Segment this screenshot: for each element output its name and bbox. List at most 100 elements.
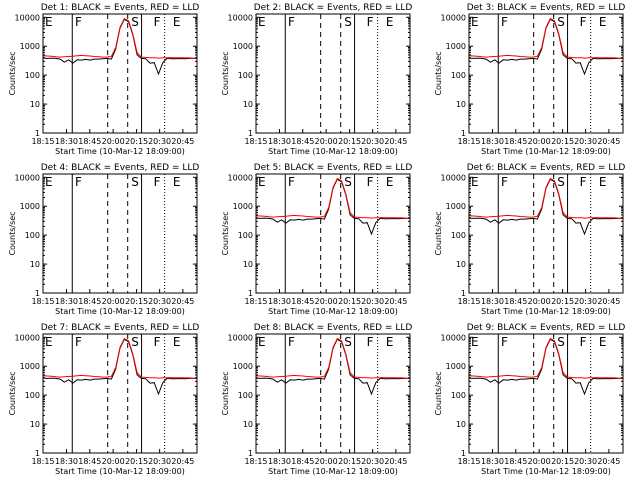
y-tick-label: 10 bbox=[243, 420, 253, 429]
x-tick-label: 20:45 bbox=[384, 457, 407, 466]
x-tick-label: 20:45 bbox=[597, 137, 620, 146]
x-tick-label: 20:45 bbox=[171, 297, 194, 306]
phase-marker: S bbox=[131, 175, 139, 189]
y-tick-label: 10000 bbox=[441, 173, 466, 182]
x-tick-label: 18:15 bbox=[457, 457, 480, 466]
plot-title: Det 3: BLACK = Events, RED = LLD bbox=[467, 3, 626, 13]
x-tick-label: 20:30 bbox=[361, 457, 384, 466]
y-tick-label: 1 bbox=[35, 289, 40, 298]
x-axis-label: Start Time (10-Mar-12 18:09:00) bbox=[268, 467, 398, 476]
detector-panel-1: Det 1: BLACK = Events, RED = LLD 1 10 100 10… bbox=[0, 0, 213, 160]
plot-svg: Det 9: BLACK = Events, RED = LLD 1 10 100 10… bbox=[434, 323, 625, 476]
phase-marker: E bbox=[258, 335, 266, 349]
plot-frame bbox=[468, 333, 624, 454]
x-axis-label: Start Time (10-Mar-12 18:09:00) bbox=[55, 467, 185, 476]
phase-marker: S bbox=[344, 175, 352, 189]
x-tick-label: 20:30 bbox=[574, 457, 597, 466]
y-tick-label: 1000 bbox=[233, 202, 253, 211]
x-tick-label: 20:15 bbox=[551, 457, 574, 466]
x-tick-label: 20:15 bbox=[551, 137, 574, 146]
plot-title: Det 4: BLACK = Events, RED = LLD bbox=[41, 163, 200, 173]
y-axis-label: Counts/sec bbox=[8, 371, 17, 415]
phase-marker: F bbox=[288, 175, 295, 189]
phase-marker: E bbox=[45, 335, 53, 349]
x-tick-label: 20:45 bbox=[597, 457, 620, 466]
y-tick-label: 10 bbox=[243, 100, 253, 109]
x-tick-label: 20:15 bbox=[338, 457, 361, 466]
x-tick-label: 18:45 bbox=[78, 457, 101, 466]
x-tick-label: 18:15 bbox=[244, 297, 267, 306]
detector-panel-2: Det 2: BLACK = Events, RED = LLD 1 10 100 10… bbox=[213, 0, 426, 160]
series-line-lld bbox=[468, 17, 624, 59]
detector-panel-6: Det 6: BLACK = Events, RED = LLD 1 10 100 10… bbox=[426, 160, 639, 320]
y-tick-label: 10 bbox=[30, 100, 40, 109]
x-tick-label: 18:15 bbox=[31, 457, 54, 466]
x-tick-label: 18:30 bbox=[481, 297, 504, 306]
plot-svg: Det 6: BLACK = Events, RED = LLD 1 10 100 10… bbox=[434, 163, 625, 316]
y-axis-label: Counts/sec bbox=[8, 51, 17, 95]
phase-marker: E bbox=[599, 335, 607, 349]
phase-marker: F bbox=[367, 335, 374, 349]
x-tick-label: 18:15 bbox=[457, 297, 480, 306]
x-tick-label: 20:15 bbox=[125, 137, 148, 146]
phase-marker: F bbox=[75, 335, 82, 349]
phase-marker: F bbox=[580, 175, 587, 189]
phase-marker: F bbox=[288, 15, 295, 29]
x-tick-label: 20:45 bbox=[384, 297, 407, 306]
plot-svg: Det 4: BLACK = Events, RED = LLD 1 10 100 10… bbox=[8, 163, 200, 316]
phase-marker: E bbox=[258, 175, 266, 189]
phase-marker: S bbox=[557, 175, 565, 189]
phase-marker: S bbox=[344, 335, 352, 349]
x-tick-label: 20:15 bbox=[125, 297, 148, 306]
y-tick-label: 10000 bbox=[441, 13, 466, 22]
y-tick-label: 1000 bbox=[446, 362, 466, 371]
y-tick-label: 10 bbox=[456, 260, 466, 269]
phase-marker: E bbox=[599, 15, 607, 29]
phase-marker: F bbox=[501, 15, 508, 29]
series-line-lld bbox=[42, 337, 198, 379]
phase-marker: F bbox=[580, 15, 587, 29]
y-tick-label: 100 bbox=[451, 231, 466, 240]
x-tick-label: 20:00 bbox=[102, 137, 125, 146]
y-tick-label: 10 bbox=[456, 420, 466, 429]
x-tick-label: 18:15 bbox=[244, 457, 267, 466]
y-tick-label: 10000 bbox=[228, 13, 253, 22]
y-tick-label: 1 bbox=[35, 129, 40, 138]
plot-frame bbox=[255, 333, 411, 454]
plot-svg: Det 7: BLACK = Events, RED = LLD 1 10 100 10… bbox=[8, 323, 200, 476]
y-tick-label: 1000 bbox=[446, 202, 466, 211]
detector-panel-4: Det 4: BLACK = Events, RED = LLD 1 10 100 10… bbox=[0, 160, 213, 320]
series-line-lld bbox=[255, 337, 411, 379]
y-tick-label: 1000 bbox=[446, 42, 466, 51]
series-line-lld bbox=[255, 177, 411, 219]
x-axis-label: Start Time (10-Mar-12 18:09:00) bbox=[481, 467, 611, 476]
plot-svg: Det 8: BLACK = Events, RED = LLD 1 10 100 10… bbox=[221, 323, 412, 476]
y-tick-label: 10000 bbox=[15, 13, 40, 22]
y-tick-label: 10 bbox=[456, 100, 466, 109]
x-tick-label: 18:45 bbox=[504, 457, 527, 466]
y-axis-label: Counts/sec bbox=[434, 371, 443, 415]
plot-title: Det 7: BLACK = Events, RED = LLD bbox=[41, 323, 200, 333]
plot-frame bbox=[255, 13, 411, 134]
phase-marker: E bbox=[471, 335, 479, 349]
phase-marker: F bbox=[288, 335, 295, 349]
phase-marker: E bbox=[386, 335, 394, 349]
x-tick-label: 20:30 bbox=[361, 137, 384, 146]
plot-svg: Det 2: BLACK = Events, RED = LLD 1 10 100 10… bbox=[221, 3, 412, 156]
x-axis-label: Start Time (10-Mar-12 18:09:00) bbox=[481, 307, 611, 316]
x-tick-label: 18:30 bbox=[268, 457, 291, 466]
phase-marker: S bbox=[131, 335, 139, 349]
x-axis-label: Start Time (10-Mar-12 18:09:00) bbox=[481, 147, 611, 156]
phase-marker: E bbox=[45, 175, 53, 189]
y-tick-label: 1 bbox=[35, 449, 40, 458]
plot-frame bbox=[42, 333, 198, 454]
y-tick-label: 10 bbox=[243, 260, 253, 269]
y-tick-label: 1000 bbox=[20, 362, 40, 371]
x-tick-label: 18:45 bbox=[504, 137, 527, 146]
y-tick-label: 100 bbox=[25, 71, 40, 80]
detector-panel-8: Det 8: BLACK = Events, RED = LLD 1 10 100 10… bbox=[213, 320, 426, 480]
plot-svg: Det 3: BLACK = Events, RED = LLD 1 10 100 10… bbox=[434, 3, 626, 156]
phase-marker: E bbox=[599, 175, 607, 189]
x-tick-label: 20:30 bbox=[361, 297, 384, 306]
phase-marker: E bbox=[258, 15, 266, 29]
